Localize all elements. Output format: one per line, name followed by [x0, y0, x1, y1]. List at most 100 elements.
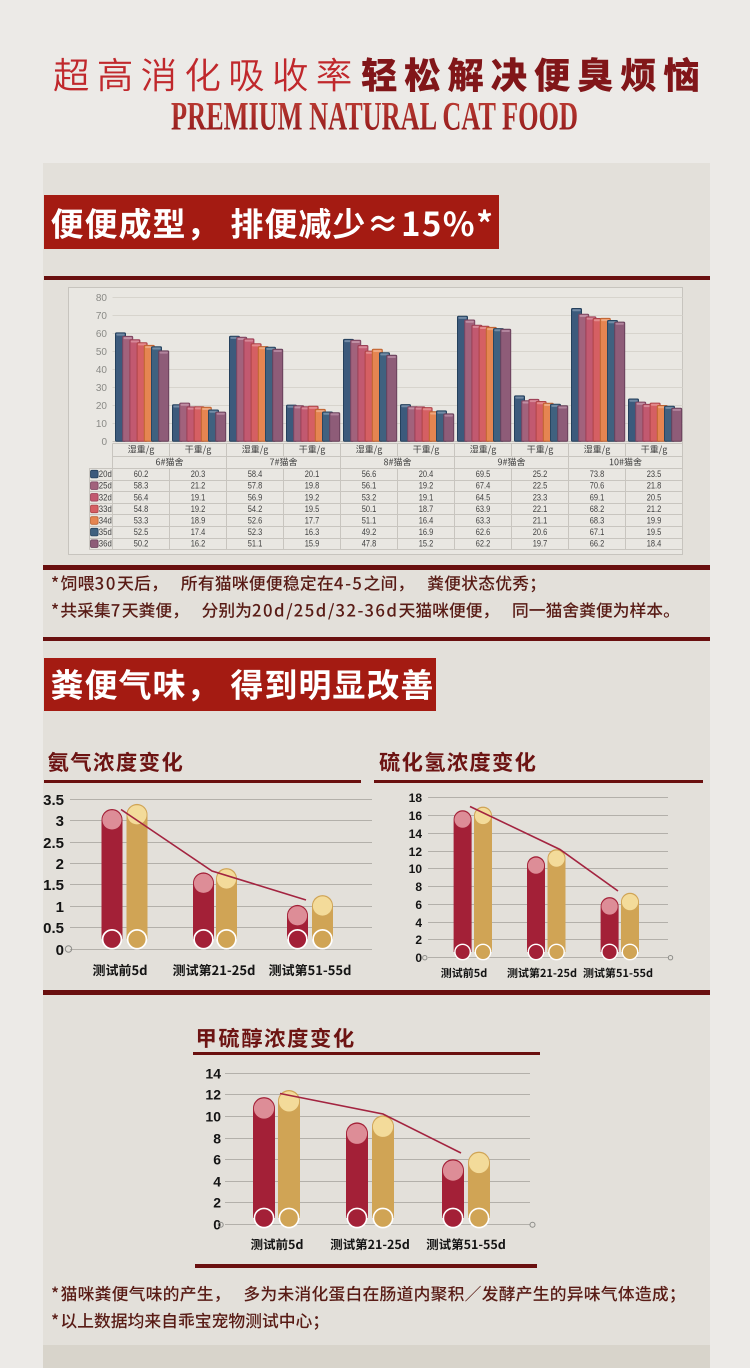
svg-text:14: 14	[409, 827, 423, 841]
svg-text:68.2: 68.2	[590, 504, 605, 515]
svg-text:23.5: 23.5	[647, 469, 662, 480]
svg-text:73.8: 73.8	[590, 469, 605, 480]
svg-text:14: 14	[205, 1066, 221, 1082]
svg-text:30: 30	[96, 383, 108, 394]
svg-text:20.1: 20.1	[305, 469, 320, 480]
svg-text:19.2: 19.2	[305, 492, 320, 503]
svg-text:2.5: 2.5	[43, 835, 64, 852]
svg-text:57.8: 57.8	[248, 481, 263, 492]
svg-text:40: 40	[96, 365, 108, 376]
svg-text:60.2: 60.2	[134, 469, 149, 480]
svg-text:16.9: 16.9	[419, 527, 434, 538]
svg-text:19.5: 19.5	[647, 527, 662, 538]
svg-text:16.2: 16.2	[191, 539, 206, 550]
svg-text:50: 50	[96, 347, 108, 358]
svg-text:56.6: 56.6	[362, 469, 377, 480]
svg-text:18: 18	[409, 791, 423, 805]
svg-text:15.2: 15.2	[419, 539, 434, 550]
svg-text:62.2: 62.2	[476, 539, 491, 550]
svg-text:21.8: 21.8	[647, 481, 662, 492]
svg-text:19.1: 19.1	[419, 492, 434, 503]
svg-text:20.5: 20.5	[647, 492, 662, 503]
svg-text:6: 6	[415, 898, 422, 912]
svg-text:8: 8	[415, 880, 422, 894]
svg-text:18.9: 18.9	[191, 516, 206, 527]
svg-text:4: 4	[213, 1174, 221, 1190]
svg-text:2: 2	[415, 933, 422, 947]
svg-text:20.6: 20.6	[533, 527, 548, 538]
svg-text:6: 6	[213, 1152, 221, 1168]
svg-text:68.3: 68.3	[590, 516, 605, 527]
svg-text:2: 2	[56, 856, 64, 873]
svg-text:20d: 20d	[99, 469, 112, 480]
svg-text:60: 60	[96, 329, 108, 340]
svg-text:19.2: 19.2	[191, 504, 206, 515]
svg-text:63.9: 63.9	[476, 504, 491, 515]
svg-text:16: 16	[409, 809, 423, 823]
svg-text:52.6: 52.6	[248, 516, 263, 527]
svg-text:64.5: 64.5	[476, 492, 491, 503]
svg-text:3: 3	[56, 813, 64, 830]
svg-text:80: 80	[96, 293, 108, 304]
svg-text:18.7: 18.7	[419, 504, 434, 515]
svg-text:21.2: 21.2	[647, 504, 662, 515]
svg-text:21.2: 21.2	[191, 481, 206, 492]
svg-text:66.2: 66.2	[590, 539, 605, 550]
svg-text:32d: 32d	[99, 492, 112, 503]
svg-text:22.5: 22.5	[533, 481, 548, 492]
svg-text:22.1: 22.1	[533, 504, 548, 515]
svg-text:52.5: 52.5	[134, 527, 149, 538]
svg-text:49.2: 49.2	[362, 527, 377, 538]
svg-text:20.4: 20.4	[419, 469, 434, 480]
svg-text:47.8: 47.8	[362, 539, 377, 550]
svg-text:25d: 25d	[99, 481, 112, 492]
svg-text:58.3: 58.3	[134, 481, 149, 492]
svg-text:19.7: 19.7	[533, 539, 548, 550]
svg-text:54.8: 54.8	[134, 504, 149, 515]
svg-text:3.5: 3.5	[43, 792, 64, 809]
svg-text:8: 8	[213, 1131, 221, 1147]
svg-text:54.2: 54.2	[248, 504, 263, 515]
svg-text:51.1: 51.1	[248, 539, 263, 550]
svg-text:52.3: 52.3	[248, 527, 263, 538]
svg-text:33d: 33d	[99, 504, 112, 515]
svg-text:1.5: 1.5	[43, 877, 64, 894]
svg-text:16.3: 16.3	[305, 527, 320, 538]
svg-text:19.9: 19.9	[647, 516, 662, 527]
svg-text:25.2: 25.2	[533, 469, 548, 480]
svg-text:10: 10	[409, 862, 423, 876]
svg-text:23.3: 23.3	[533, 492, 548, 503]
svg-text:0.5: 0.5	[43, 920, 64, 937]
svg-text:58.4: 58.4	[248, 469, 263, 480]
svg-text:1: 1	[56, 899, 64, 916]
svg-text:4: 4	[415, 916, 422, 930]
svg-text:0: 0	[101, 437, 107, 448]
svg-text:67.4: 67.4	[476, 481, 491, 492]
svg-text:20: 20	[96, 401, 108, 412]
svg-text:70.6: 70.6	[590, 481, 605, 492]
svg-text:70: 70	[96, 311, 108, 322]
svg-text:10: 10	[96, 419, 108, 430]
svg-text:19.8: 19.8	[305, 481, 320, 492]
svg-text:19.5: 19.5	[305, 504, 320, 515]
svg-text:50.2: 50.2	[134, 539, 149, 550]
svg-text:2: 2	[213, 1195, 221, 1211]
svg-text:17.4: 17.4	[191, 527, 206, 538]
svg-text:12: 12	[409, 845, 423, 859]
svg-text:18.4: 18.4	[647, 539, 662, 550]
svg-text:53.2: 53.2	[362, 492, 377, 503]
svg-text:56.9: 56.9	[248, 492, 263, 503]
svg-text:12: 12	[205, 1087, 221, 1103]
svg-text:36d: 36d	[99, 539, 112, 550]
svg-text:19.2: 19.2	[419, 481, 434, 492]
svg-text:19.1: 19.1	[191, 492, 206, 503]
svg-text:0: 0	[56, 942, 64, 959]
svg-text:21.1: 21.1	[533, 516, 548, 527]
svg-text:17.7: 17.7	[305, 516, 320, 527]
svg-text:20.3: 20.3	[191, 469, 206, 480]
svg-text:69.1: 69.1	[590, 492, 605, 503]
svg-text:PREMIUM NATURAL CAT FOOD: PREMIUM NATURAL CAT FOOD	[171, 94, 578, 139]
svg-text:51.1: 51.1	[362, 516, 377, 527]
svg-text:56.4: 56.4	[134, 492, 149, 503]
svg-text:15.9: 15.9	[305, 539, 320, 550]
